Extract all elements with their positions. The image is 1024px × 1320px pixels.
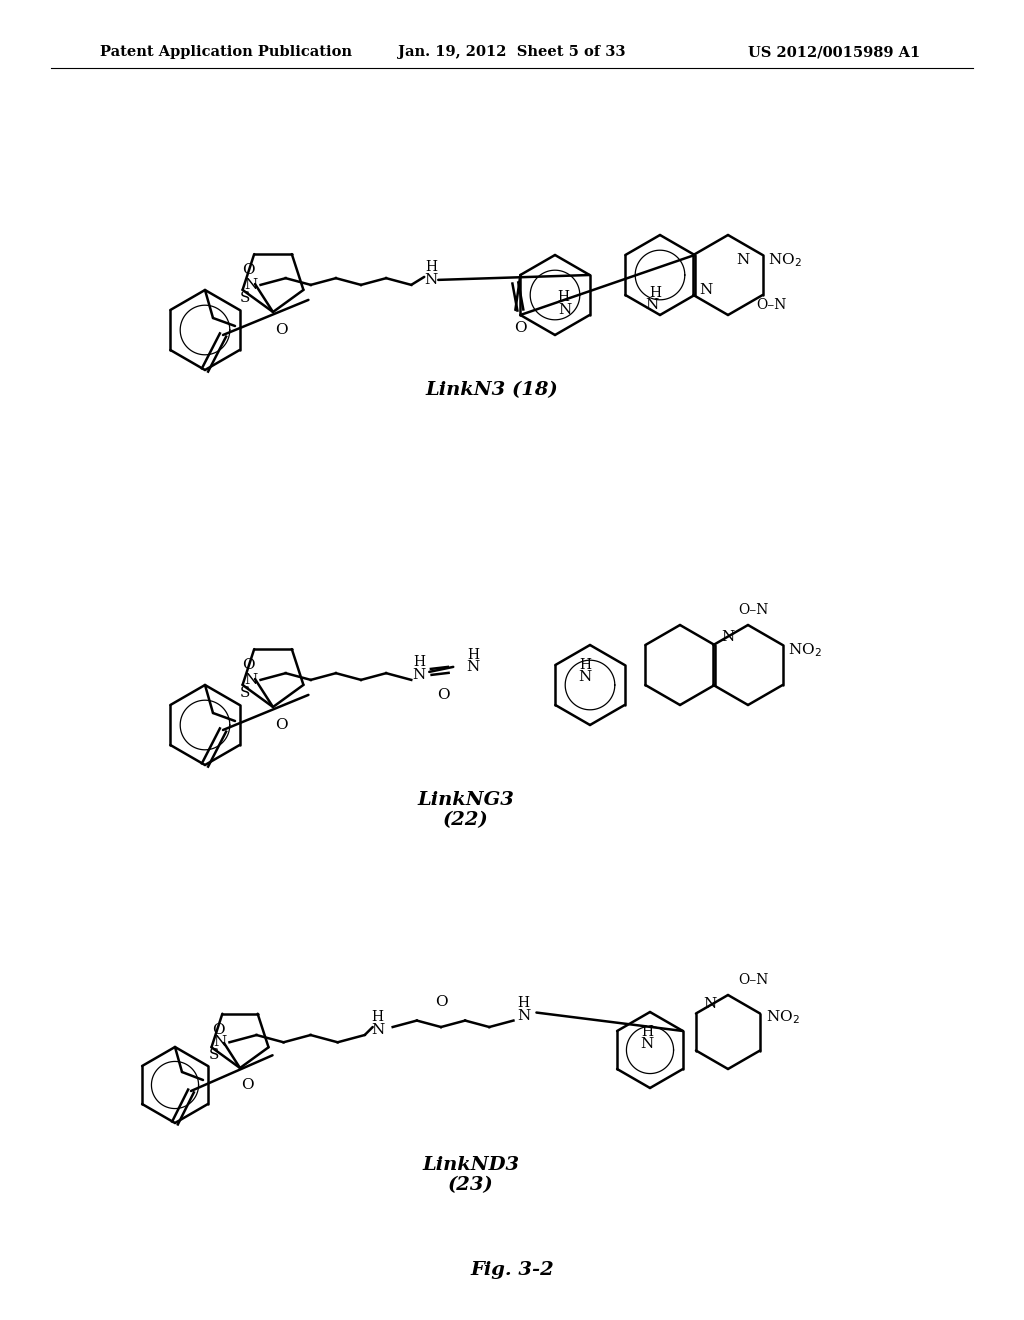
Text: US 2012/0015989 A1: US 2012/0015989 A1 bbox=[748, 45, 920, 59]
Text: N: N bbox=[640, 1038, 653, 1051]
Text: H: H bbox=[649, 286, 662, 300]
Text: LinkN3 (18): LinkN3 (18) bbox=[425, 381, 558, 399]
Text: NO$_2$: NO$_2$ bbox=[788, 642, 821, 659]
Text: O: O bbox=[212, 1023, 224, 1038]
Text: LinkND3
(23): LinkND3 (23) bbox=[423, 1155, 519, 1195]
Text: N: N bbox=[244, 279, 257, 292]
Text: N: N bbox=[558, 304, 571, 317]
Text: NO$_2$: NO$_2$ bbox=[768, 251, 802, 269]
Text: N: N bbox=[213, 1035, 226, 1049]
Text: N: N bbox=[579, 671, 592, 684]
Text: O: O bbox=[274, 718, 288, 733]
Text: O: O bbox=[274, 323, 288, 337]
Text: O: O bbox=[242, 263, 254, 277]
Text: H: H bbox=[425, 260, 437, 273]
Text: S: S bbox=[240, 686, 250, 700]
Text: O–N: O–N bbox=[738, 603, 768, 616]
Text: Jan. 19, 2012  Sheet 5 of 33: Jan. 19, 2012 Sheet 5 of 33 bbox=[398, 45, 626, 59]
Text: S: S bbox=[240, 290, 250, 305]
Text: N: N bbox=[371, 1023, 384, 1038]
Text: H: H bbox=[557, 290, 569, 304]
Text: N: N bbox=[699, 282, 713, 297]
Text: N: N bbox=[413, 668, 426, 682]
Text: H: H bbox=[579, 657, 591, 672]
Text: N: N bbox=[721, 630, 734, 644]
Text: O: O bbox=[514, 321, 526, 335]
Text: N: N bbox=[425, 273, 438, 286]
Text: N: N bbox=[467, 660, 480, 675]
Text: S: S bbox=[209, 1048, 219, 1063]
Text: H: H bbox=[517, 995, 529, 1010]
Text: O–N: O–N bbox=[756, 298, 786, 312]
Text: N: N bbox=[517, 1008, 530, 1023]
Text: N: N bbox=[645, 298, 658, 312]
Text: H: H bbox=[372, 1010, 384, 1024]
Text: H: H bbox=[414, 655, 425, 669]
Text: O: O bbox=[242, 657, 254, 672]
Text: O–N: O–N bbox=[738, 973, 768, 987]
Text: N: N bbox=[736, 253, 750, 267]
Text: O: O bbox=[241, 1078, 253, 1092]
Text: Patent Application Publication: Patent Application Publication bbox=[100, 45, 352, 59]
Text: N: N bbox=[703, 997, 717, 1011]
Text: NO$_2$: NO$_2$ bbox=[766, 1008, 800, 1026]
Text: O: O bbox=[437, 688, 450, 702]
Text: H: H bbox=[641, 1026, 653, 1039]
Text: O: O bbox=[434, 995, 447, 1008]
Text: N: N bbox=[244, 673, 257, 686]
Text: Fig. 3-2: Fig. 3-2 bbox=[470, 1261, 554, 1279]
Text: H: H bbox=[467, 648, 479, 661]
Text: LinkNG3
(22): LinkNG3 (22) bbox=[418, 791, 514, 829]
